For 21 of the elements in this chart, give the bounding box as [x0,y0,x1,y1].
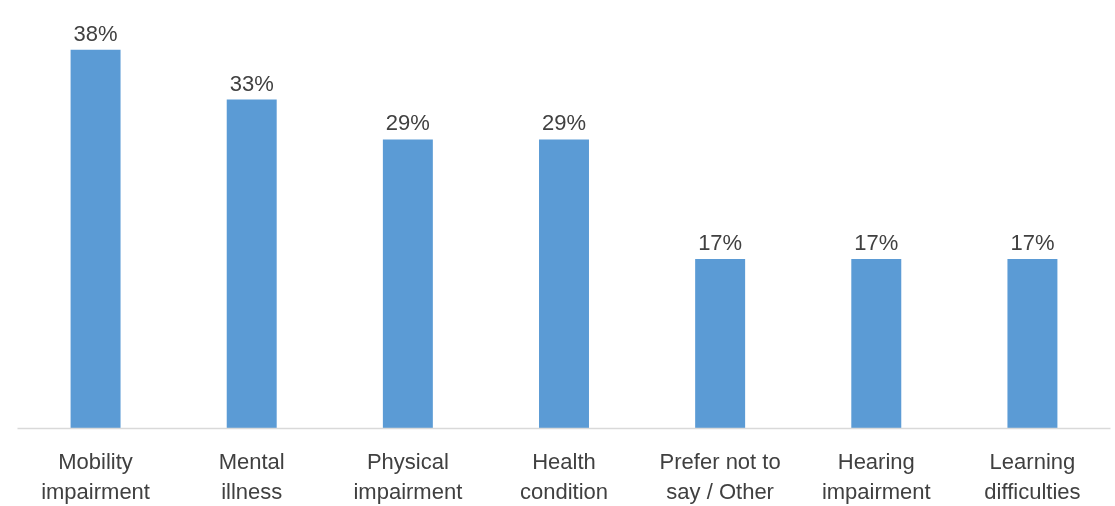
bar [1007,259,1058,429]
bar [70,49,121,429]
data-label: 17% [854,230,899,256]
data-label: 17% [698,230,743,256]
x-tick-label: Health condition [519,448,609,504]
data-label: 17% [1010,230,1055,256]
x-tick-label: Prefer not to say / Other [659,448,781,504]
data-label: 33% [229,70,274,96]
bar [382,139,433,429]
bar [226,99,277,429]
x-tick-label: Physical impairment [353,448,463,504]
x-tick-label: Mobility impairment [41,448,150,504]
data-label: 29% [385,110,430,136]
x-tick-label: Learning difficulties [984,448,1081,504]
bar [695,259,746,429]
x-tick-label: Hearing impairment [821,448,931,504]
data-label: 29% [541,110,587,136]
x-tick-label: Mental illness [218,448,285,504]
bar [539,139,589,429]
data-label: 38% [73,20,118,46]
bar [851,259,902,429]
